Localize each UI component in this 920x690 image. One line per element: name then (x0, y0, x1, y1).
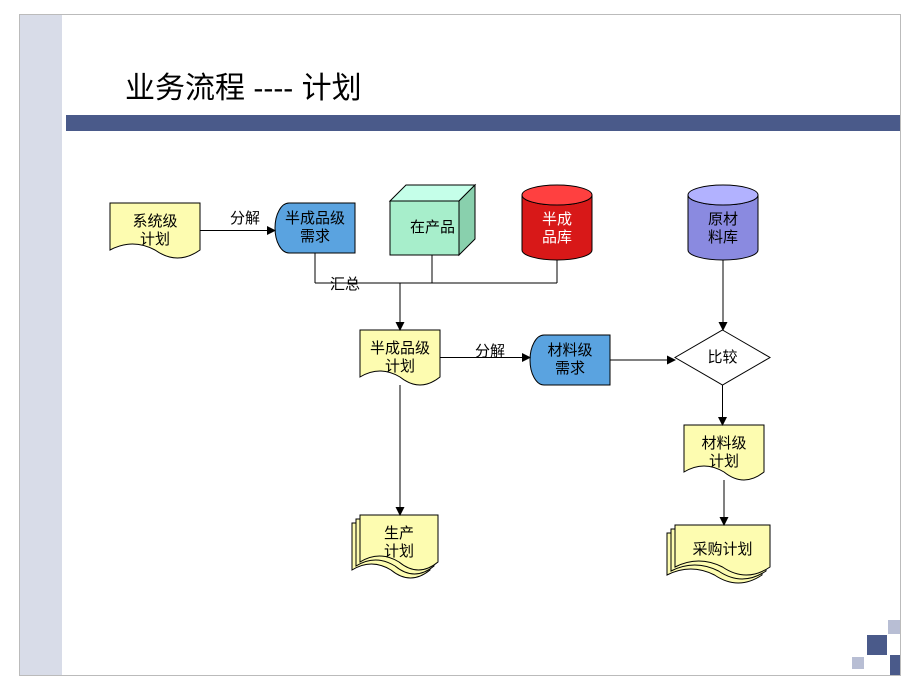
diagram-svg (20, 15, 900, 675)
diagram-canvas: 系统级 计划半成品级 需求在产品半成 品库原材 料库半成品级 计划材料级 需求比… (20, 15, 900, 675)
slide-frame: 业务流程 ---- 计划 系统级 计划半成品级 需求在产品半成 品库原材 料库半… (20, 15, 900, 675)
